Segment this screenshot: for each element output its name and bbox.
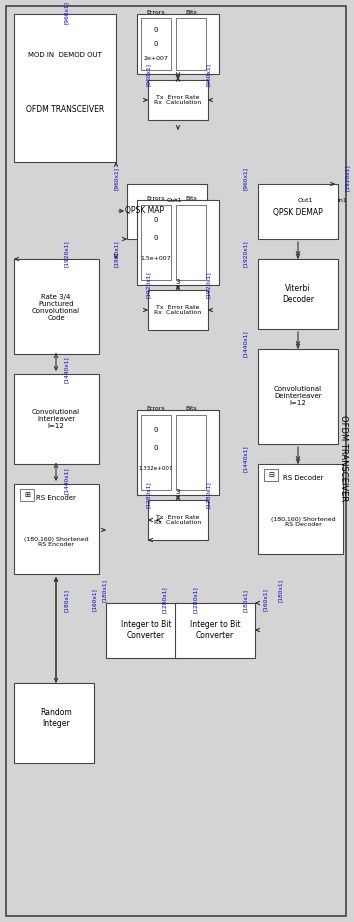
Bar <box>20 489 34 501</box>
Text: [1440x1]: [1440x1] <box>242 445 247 472</box>
Text: Out1: Out1 <box>167 197 182 203</box>
Text: [960x1]: [960x1] <box>242 167 247 190</box>
Text: [1440x1]: [1440x1] <box>242 331 247 358</box>
Bar <box>141 18 171 70</box>
Bar <box>264 469 278 481</box>
Text: Tx  Error Rate
Rx  Calculation: Tx Error Rate Rx Calculation <box>154 95 202 105</box>
Bar <box>176 415 206 490</box>
Text: 1.5e+007: 1.5e+007 <box>141 255 171 261</box>
Text: [960x1]: [960x1] <box>145 64 150 87</box>
Text: [180x1]: [180x1] <box>102 578 107 601</box>
Text: Tx  Error Rate
Rx  Calculation: Tx Error Rate Rx Calculation <box>154 514 202 526</box>
Text: In1: In1 <box>337 197 347 203</box>
Bar <box>258 259 338 329</box>
Bar <box>176 205 206 280</box>
Bar <box>127 184 207 239</box>
Bar <box>14 484 99 574</box>
Text: Convolutional
Deinterleaver
I=12: Convolutional Deinterleaver I=12 <box>274 386 322 406</box>
Bar <box>258 184 338 239</box>
Text: [960x1]: [960x1] <box>114 167 119 190</box>
Text: Rate 3/4
Punctured
Convolutional
Code: Rate 3/4 Punctured Convolutional Code <box>32 293 80 321</box>
Text: Integer to Bit
Converter: Integer to Bit Converter <box>190 621 240 640</box>
Text: [1920x1]: [1920x1] <box>63 241 69 267</box>
Text: Viterbi
Decoder: Viterbi Decoder <box>282 284 314 303</box>
Text: RS Encoder: RS Encoder <box>36 495 76 501</box>
Bar <box>14 683 94 763</box>
Text: [180x1]: [180x1] <box>278 578 282 601</box>
Text: 0: 0 <box>154 217 158 223</box>
Text: [960x1]: [960x1] <box>63 1 69 23</box>
Text: RS Decoder: RS Decoder <box>283 475 323 481</box>
Text: [180x1]: [180x1] <box>242 588 247 611</box>
Text: 3: 3 <box>176 279 180 285</box>
Text: (180,160) Shortened
RS Encoder: (180,160) Shortened RS Encoder <box>24 537 88 548</box>
Text: [1440x1]: [1440x1] <box>63 357 69 384</box>
Text: Errors: Errors <box>147 195 165 200</box>
Text: OFDM TRANSCEIVER: OFDM TRANSCEIVER <box>26 105 104 114</box>
Text: Bits: Bits <box>185 9 197 15</box>
Text: QPSK MAP: QPSK MAP <box>125 206 165 215</box>
Text: MOD IN  DEMOD OUT: MOD IN DEMOD OUT <box>28 52 102 58</box>
Text: Errors: Errors <box>147 9 165 15</box>
Bar <box>258 349 338 444</box>
Text: 0: 0 <box>154 427 158 433</box>
Text: [1920x1]: [1920x1] <box>145 272 150 299</box>
Text: 0: 0 <box>154 27 158 33</box>
Bar <box>148 80 208 120</box>
Text: [1920x1]: [1920x1] <box>114 241 119 267</box>
Bar <box>106 603 186 658</box>
Bar <box>14 374 99 464</box>
Text: [1280x1]: [1280x1] <box>206 481 211 508</box>
Text: Out1: Out1 <box>298 197 313 203</box>
Text: Tx  Error Rate
Rx  Calculation: Tx Error Rate Rx Calculation <box>154 304 202 315</box>
Bar <box>137 14 219 74</box>
Text: [1280x1]: [1280x1] <box>161 586 166 613</box>
Text: Convolutional
Interleaver
I=12: Convolutional Interleaver I=12 <box>32 409 80 429</box>
Text: [1920x1]: [1920x1] <box>344 165 349 192</box>
Text: Errors: Errors <box>147 406 165 410</box>
Text: QPSK DEMAP: QPSK DEMAP <box>273 207 323 217</box>
Bar <box>148 500 208 540</box>
Text: [1280x1]: [1280x1] <box>193 586 198 613</box>
Text: 2e+007: 2e+007 <box>144 55 169 61</box>
Bar <box>137 410 219 495</box>
Text: [160x1]: [160x1] <box>91 588 97 611</box>
Bar <box>14 259 99 354</box>
Text: 0: 0 <box>154 445 158 451</box>
Text: [1440x1]: [1440x1] <box>63 467 69 494</box>
Bar <box>258 464 343 554</box>
Text: Random
Integer: Random Integer <box>40 708 72 727</box>
Bar <box>148 290 208 330</box>
Text: Integer to Bit
Converter: Integer to Bit Converter <box>121 621 171 640</box>
Text: [1920x1]: [1920x1] <box>242 241 247 267</box>
Text: Bits: Bits <box>185 195 197 200</box>
Text: [960x1]: [960x1] <box>206 64 211 87</box>
Text: Bits: Bits <box>185 406 197 410</box>
Bar <box>14 14 116 162</box>
Text: 3: 3 <box>176 489 180 495</box>
Bar <box>176 18 206 70</box>
Text: [180x1]: [180x1] <box>63 588 69 611</box>
Bar <box>141 205 171 280</box>
Text: 1.332e+007: 1.332e+007 <box>139 466 173 470</box>
Text: [1280x1]: [1280x1] <box>145 481 150 508</box>
Text: OFDM TRANSCEIVER: OFDM TRANSCEIVER <box>339 415 348 502</box>
Bar <box>137 200 219 285</box>
Text: [1920x1]: [1920x1] <box>206 272 211 299</box>
Bar <box>175 603 255 658</box>
Text: 0: 0 <box>154 41 158 47</box>
Bar <box>141 415 171 490</box>
Text: ⊞: ⊞ <box>24 492 30 498</box>
Text: [160x1]: [160x1] <box>263 588 268 611</box>
Text: ⊟: ⊟ <box>268 472 274 478</box>
Text: (180,160) Shortened
RS Decoder: (180,160) Shortened RS Decoder <box>271 516 335 527</box>
Text: 0: 0 <box>154 235 158 241</box>
